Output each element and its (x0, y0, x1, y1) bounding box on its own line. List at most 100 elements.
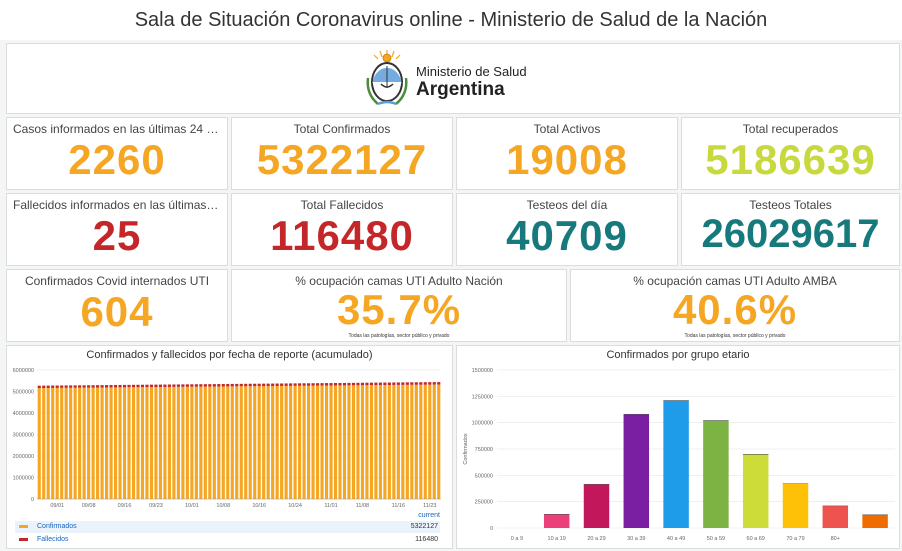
bar-fallecidos (167, 384, 171, 387)
x-tick-label: 40 a 49 (667, 536, 685, 542)
x-tick-label: 10 a 19 (548, 536, 566, 542)
bar-fallecidos (419, 382, 423, 385)
bar-confirmados (60, 387, 64, 499)
bar-confirmados (239, 386, 243, 499)
bar-confirmados (64, 387, 68, 499)
bar-confirmados (302, 385, 306, 499)
bar-grupo-etario (822, 505, 849, 528)
bar-confirmados (356, 385, 360, 499)
bar-confirmados (271, 386, 275, 499)
x-tick-label: 11/23 (423, 503, 436, 509)
bar-confirmados (127, 387, 131, 499)
stat-testeos-dia: Testeos del día 40709 (456, 193, 678, 266)
bar-fallecidos (87, 385, 91, 388)
bar-confirmados (78, 387, 82, 499)
chart-etario-panel: Confirmados por grupo etario 0 250000 5000… (456, 345, 900, 549)
bar-confirmados (315, 385, 320, 499)
bar-confirmados (131, 387, 136, 499)
bar-confirmados (437, 384, 441, 499)
stat-value: 35.7% (336, 286, 462, 333)
stat-label: Total Fallecidos (300, 198, 384, 212)
bar-fallecidos (221, 384, 225, 387)
bar-fallecidos (342, 382, 347, 386)
bar-confirmados (230, 386, 234, 499)
bar-fallecidos (293, 383, 297, 386)
bar-confirmados (280, 385, 284, 499)
bar-confirmados (423, 384, 427, 499)
bar-fallecidos (131, 384, 136, 388)
bar-confirmados (432, 384, 436, 499)
bar-confirmados (221, 386, 225, 499)
bar-confirmados (383, 385, 387, 499)
x-tick-label: 60 a 69 (747, 536, 765, 542)
bar-fallecidos (378, 382, 382, 386)
stat-value: 26029617 (701, 212, 880, 256)
y-tick-label: 1500000 (472, 368, 493, 374)
stat-value: 2260 (68, 136, 166, 183)
bar-fallecidos (257, 383, 261, 387)
bar-fallecidos (235, 383, 239, 387)
bar-confirmados (145, 387, 149, 499)
stat-total-recuperados: Total recuperados 5186639 (681, 117, 900, 190)
stat-label: Casos informados en las últimas 24 Hs (13, 122, 222, 136)
bar-confirmados (428, 384, 432, 499)
bar-fallecidos (42, 385, 46, 389)
bar-fallecidos (410, 382, 414, 385)
bar-fallecidos (109, 385, 113, 388)
y-tick-label: 0 (31, 497, 34, 503)
legend-row-confirmados[interactable]: Confirmados 5322127 (15, 521, 440, 533)
y-tick-label: 1000000 (472, 421, 493, 427)
x-tick-label: 80+ (831, 536, 840, 542)
x-tick-label: 09/16 (118, 503, 132, 509)
legend-row-fallecidos[interactable]: Fallecidos 116480 (15, 534, 440, 546)
bar-confirmados (257, 386, 261, 499)
y-tick-label: 1250000 (472, 394, 493, 400)
y-tick-label: 750000 (475, 447, 493, 453)
bar-confirmados (122, 387, 127, 499)
bar-confirmados (329, 385, 333, 499)
bar-confirmados (226, 386, 230, 499)
bar-fallecidos (199, 384, 203, 387)
bar-confirmados (172, 386, 176, 499)
bar-confirmados (181, 386, 185, 499)
bar-confirmados (51, 387, 55, 499)
stat-value: 116480 (270, 212, 414, 259)
bar-confirmados (235, 386, 239, 499)
bar-fallecidos (271, 383, 275, 387)
bar-fallecidos (203, 384, 207, 387)
bar-confirmados (212, 386, 216, 499)
bar-grupo-etario (623, 414, 650, 528)
bar-fallecidos (383, 382, 387, 386)
bar-fallecidos (414, 382, 418, 385)
bar-confirmados (351, 385, 356, 499)
bar-confirmados (392, 384, 396, 499)
bar-fallecidos (244, 383, 248, 387)
bar-confirmados (253, 386, 257, 499)
bar-confirmados (387, 385, 391, 499)
logo-line1: Ministerio de Salud (416, 64, 527, 79)
y-axis-label: Confirmados (463, 433, 469, 464)
legend-swatch (19, 525, 28, 528)
bar-fallecidos (163, 384, 167, 387)
bar-confirmados (190, 386, 194, 499)
bar-fallecidos (289, 383, 293, 386)
bar-fallecidos (136, 384, 140, 388)
bar-confirmados (275, 385, 279, 499)
bar-confirmados (320, 385, 324, 499)
bar-confirmados (136, 387, 140, 499)
y-tick-label: 2000000 (13, 454, 34, 460)
bar-fallecidos (253, 383, 257, 387)
bar-confirmados (360, 385, 365, 499)
x-tick-label: 50 a 59 (707, 536, 725, 542)
ministerio-logo: Ministerio de Salud Argentina (362, 48, 542, 108)
bar-fallecidos (262, 383, 266, 387)
x-tick-label: 10/08 (216, 503, 230, 509)
bar-confirmados (55, 387, 59, 499)
stat-value: 40.6% (672, 286, 798, 333)
bar-fallecidos (432, 382, 436, 385)
bar-fallecidos (230, 383, 234, 387)
stat-ocupacion-amba: % ocupación camas UTI Adulto AMBA 40.6% … (570, 269, 900, 342)
bar-fallecidos (55, 385, 59, 388)
bar-fallecidos (401, 382, 405, 385)
bar-fallecidos (176, 384, 180, 387)
